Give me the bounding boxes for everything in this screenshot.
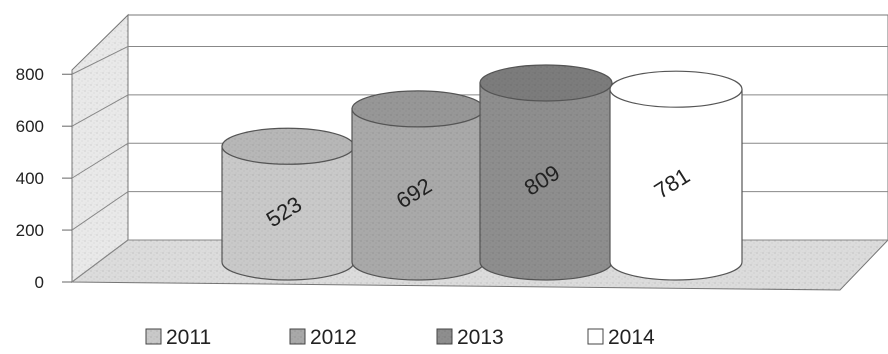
legend: 2011 2012 2013 2014 [145,326,655,349]
legend-swatch-texture [146,329,161,344]
bars: 523 692 809 781 [221,64,743,281]
y-tick-label: 600 [16,117,44,136]
bar-texture [352,108,484,280]
gridline-side [71,94,129,127]
legend-item-2013: 2013 [436,326,504,349]
bar-top [609,70,743,108]
legend-label: 2013 [457,326,504,349]
bar-2014: 781 [609,70,743,281]
bar-texture [480,83,612,280]
y-axis-ticks: 0 200 400 600 800 [16,65,72,292]
bar-2012: 692 [351,90,485,281]
y-tick-label: 0 [35,273,44,292]
legend-swatch-texture [437,329,452,344]
gridline-side [71,142,129,179]
bar-body [609,88,743,281]
legend-item-2012: 2012 [289,326,357,349]
y-tick-label: 800 [16,65,44,84]
bar-top-texture [352,90,484,127]
gridline-side [71,191,129,231]
legend-swatch-texture [290,329,305,344]
legend-swatch [587,328,604,345]
gridline-side [71,46,129,75]
gridline-side [71,239,129,283]
bar-top-texture [222,128,354,165]
bar-2013: 809 [479,64,613,281]
legend-label: 2012 [310,326,357,349]
legend-label: 2014 [608,326,655,349]
y-tick-label: 400 [16,169,44,188]
y-tick-label: 200 [16,221,44,240]
legend-item-2011: 2011 [145,326,211,349]
bar-texture [222,146,354,280]
bar-top-texture [480,65,612,101]
legend-item-2014: 2014 [587,326,655,349]
legend-label: 2011 [166,326,211,349]
bar-2011: 523 [221,127,355,281]
